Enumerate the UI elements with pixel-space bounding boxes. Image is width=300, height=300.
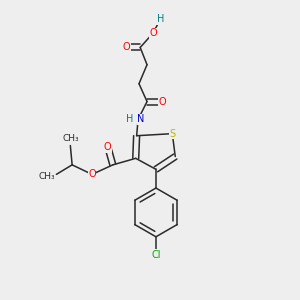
Text: Cl: Cl	[151, 250, 161, 260]
Text: H: H	[157, 14, 164, 24]
Text: O: O	[159, 97, 166, 106]
Text: O: O	[122, 43, 130, 52]
Text: O: O	[88, 169, 96, 179]
Text: CH₃: CH₃	[38, 172, 55, 181]
Text: O: O	[149, 28, 157, 38]
Text: O: O	[104, 142, 112, 152]
Text: N: N	[137, 114, 145, 124]
Text: H: H	[126, 114, 134, 124]
Text: CH₃: CH₃	[63, 134, 79, 143]
Text: S: S	[169, 129, 176, 139]
